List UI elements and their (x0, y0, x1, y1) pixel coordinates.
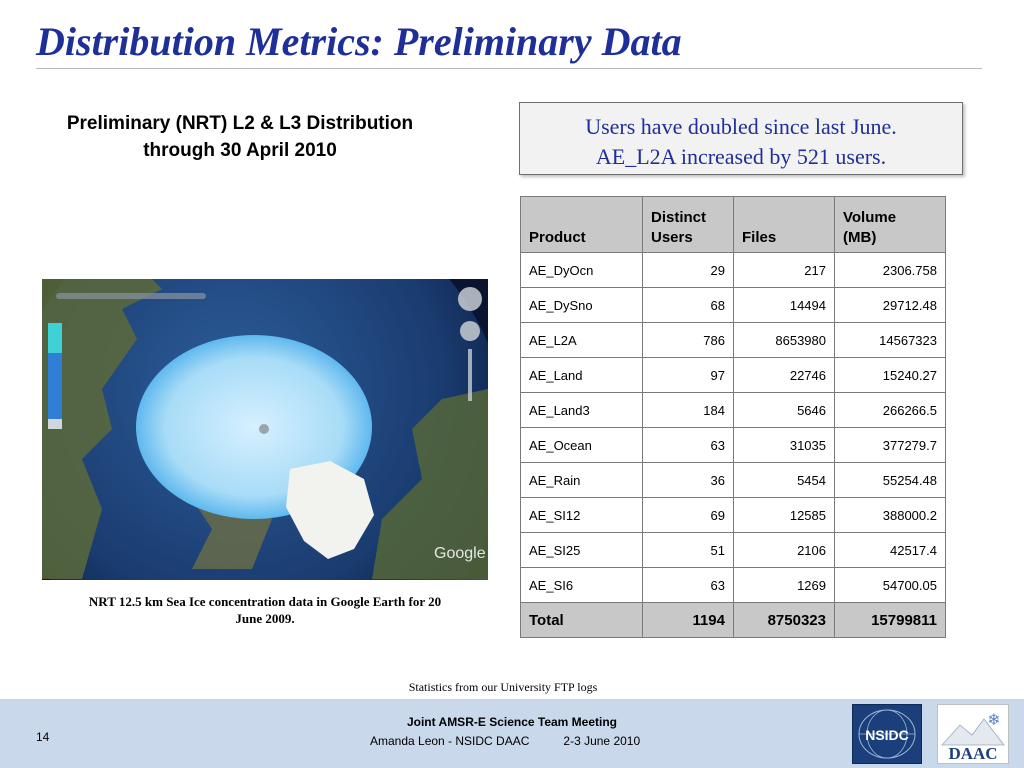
callout-box: Users have doubled since last June. AE_L… (519, 102, 963, 175)
callout-line-1: Users have doubled since last June. (585, 114, 897, 139)
cell-files: 1269 (733, 567, 835, 603)
table-row: AE_Rain 36 5454 55254.48 (520, 462, 946, 498)
cell-volume: 14567323 (834, 322, 946, 358)
header-product: Product (520, 196, 643, 253)
distribution-table: Product Distinct Users Files Volume (MB)… (520, 196, 946, 638)
cell-product: AE_DySno (520, 287, 643, 323)
header-volume-line-1: Volume (843, 209, 897, 226)
slide-title: Distribution Metrics: Preliminary Data (36, 19, 682, 64)
cell-files: 8653980 (733, 322, 835, 358)
cell-volume: 2306.758 (834, 252, 946, 288)
cell-files: 12585 (733, 497, 835, 533)
source-note: Statistics from our University FTP logs (408, 680, 598, 694)
cell-files: 14494 (733, 287, 835, 323)
table-header-row: Product Distinct Users Files Volume (MB) (520, 196, 946, 253)
cell-users: 63 (642, 567, 734, 603)
header-volume-line-2: (MB) (843, 229, 877, 246)
cell-users: 63 (642, 427, 734, 463)
caption-line-2: June 2009. (235, 611, 295, 626)
total-files: 8750323 (733, 602, 835, 638)
footer-details: Amanda Leon - NSIDC DAAC 2-3 June 2010 (370, 734, 640, 748)
cell-files: 2106 (733, 532, 835, 568)
nsidc-logo-graphic: NSIDC (858, 709, 916, 759)
total-volume: 15799811 (834, 602, 946, 638)
footer-meeting-title: Joint AMSR-E Science Team Meeting (406, 715, 618, 729)
table-row: AE_Ocean 63 31035 377279.7 (520, 427, 946, 463)
cell-users: 786 (642, 322, 734, 358)
daac-logo-text: DAAC (948, 744, 997, 763)
cell-product: AE_SI6 (520, 567, 643, 603)
footer-presenter: Amanda Leon - NSIDC DAAC (370, 734, 530, 748)
table-row: AE_L2A 786 8653980 14567323 (520, 322, 946, 358)
cell-product: AE_Land (520, 357, 643, 393)
daac-logo: ❄ DAAC (937, 704, 1009, 764)
table-row: AE_DyOcn 29 217 2306.758 (520, 252, 946, 288)
cell-volume: 377279.7 (834, 427, 946, 463)
daac-logo-graphic: ❄ DAAC (941, 710, 1005, 763)
sea-ice-globe-graphic (42, 279, 488, 580)
cell-product: AE_Land3 (520, 392, 643, 428)
cell-users: 29 (642, 252, 734, 288)
cell-product: AE_L2A (520, 322, 643, 358)
google-watermark: Google (434, 545, 486, 562)
total-users: 1194 (642, 602, 734, 638)
table-total-row: Total 1194 8750323 15799811 (520, 602, 946, 638)
cell-volume: 54700.05 (834, 567, 946, 603)
table-row: AE_Land 97 22746 15240.27 (520, 357, 946, 393)
table-row: AE_DySno 68 14494 29712.48 (520, 287, 946, 323)
cell-product: AE_SI12 (520, 497, 643, 533)
cell-product: AE_DyOcn (520, 252, 643, 288)
cell-product: AE_Ocean (520, 427, 643, 463)
section-subtitle: Preliminary (NRT) L2 & L3 Distribution t… (24, 110, 456, 164)
cell-volume: 42517.4 (834, 532, 946, 568)
subtitle-line-2: through 30 April 2010 (143, 140, 337, 161)
header-files: Files (733, 196, 835, 253)
table-row: AE_SI6 63 1269 54700.05 (520, 567, 946, 603)
cell-files: 22746 (733, 357, 835, 393)
cell-volume: 29712.48 (834, 287, 946, 323)
callout-line-2: AE_L2A increased by 521 users. (595, 144, 887, 169)
total-label: Total (520, 602, 643, 638)
cell-product: AE_Rain (520, 462, 643, 498)
page-number: 14 (36, 730, 50, 744)
cell-users: 68 (642, 287, 734, 323)
caption-line-1: NRT 12.5 km Sea Ice concentration data i… (88, 594, 442, 609)
cell-volume: 15240.27 (834, 357, 946, 393)
cell-files: 5454 (733, 462, 835, 498)
subtitle-line-1: Preliminary (NRT) L2 & L3 Distribution (66, 113, 414, 134)
cell-volume: 266266.5 (834, 392, 946, 428)
sea-ice-map-image: Google (42, 279, 488, 580)
cell-files: 5646 (733, 392, 835, 428)
header-users-line-1: Distinct (651, 209, 707, 226)
cell-users: 36 (642, 462, 734, 498)
title-divider (36, 68, 982, 69)
nsidc-logo: NSIDC (852, 704, 922, 764)
cell-volume: 388000.2 (834, 497, 946, 533)
cell-users: 51 (642, 532, 734, 568)
figure-caption: NRT 12.5 km Sea Ice concentration data i… (60, 593, 470, 627)
nsidc-logo-text: NSIDC (865, 727, 909, 743)
cell-volume: 55254.48 (834, 462, 946, 498)
header-users-line-2: Users (651, 229, 693, 246)
cell-files: 217 (733, 252, 835, 288)
cell-product: AE_SI25 (520, 532, 643, 568)
cell-files: 31035 (733, 427, 835, 463)
table-row: AE_SI12 69 12585 388000.2 (520, 497, 946, 533)
header-distinct-users: Distinct Users (642, 196, 734, 253)
table-row: AE_SI25 51 2106 42517.4 (520, 532, 946, 568)
slide-footer: 14 Joint AMSR-E Science Team Meeting Ama… (0, 699, 1024, 768)
footer-dates: 2-3 June 2010 (563, 734, 641, 748)
cell-users: 97 (642, 357, 734, 393)
header-volume: Volume (MB) (834, 196, 946, 253)
cell-users: 69 (642, 497, 734, 533)
table-row: AE_Land3 184 5646 266266.5 (520, 392, 946, 428)
cell-users: 184 (642, 392, 734, 428)
snowflake-icon: ❄ (987, 710, 1000, 729)
